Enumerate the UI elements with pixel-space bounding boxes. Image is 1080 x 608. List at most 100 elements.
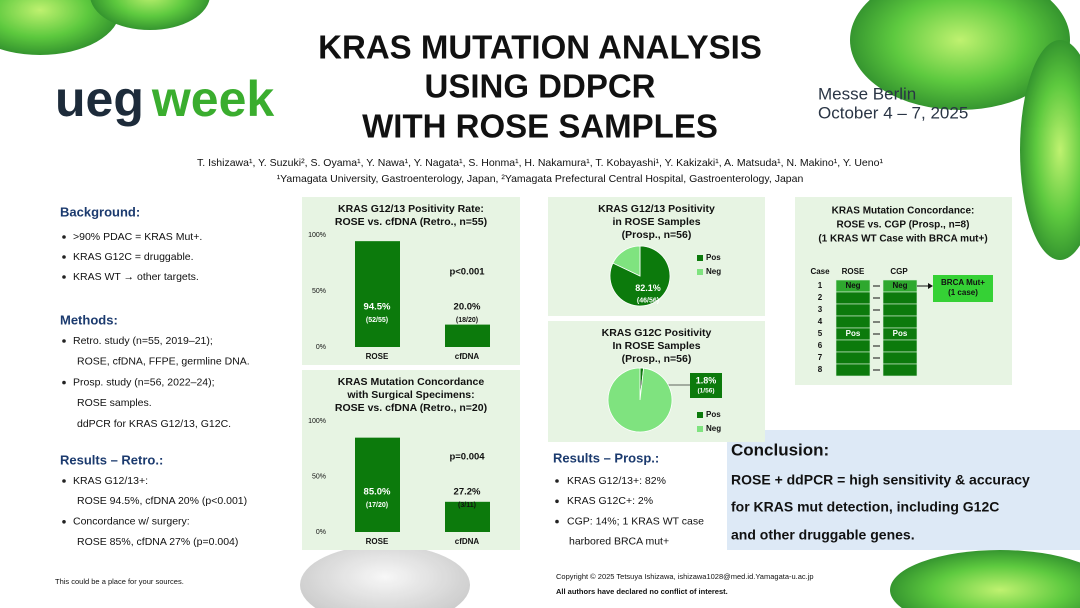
annotation: p=0.004 (449, 452, 485, 463)
title-line: WITH ROSE SAMPLES (362, 108, 718, 145)
callout-text: (1 case) (948, 288, 978, 297)
case-number: 4 (818, 317, 823, 326)
bullet-text: KRAS G12/13+: 82% (567, 475, 666, 487)
bullet-text: KRAS WT → other targets. (73, 271, 199, 283)
conclusion-line: and other druggable genes. (731, 527, 915, 543)
chart-title: KRAS G12/13 Positivity (598, 203, 715, 215)
bullet (62, 479, 66, 483)
value-label: 82.1% (635, 283, 661, 293)
bullet-text: CGP: 14%; 1 KRAS WT case (567, 515, 704, 527)
bullet-text: >90% PDAC = KRAS Mut+. (73, 231, 202, 243)
annotation: p<0.001 (449, 267, 485, 278)
x-tick-label: cfDNA (455, 537, 480, 546)
table-cell (882, 291, 918, 305)
section-heading: Methods: (60, 312, 118, 327)
section-heading: Results – Prosp.: (553, 450, 659, 465)
bullet-text: ROSE samples. (77, 397, 152, 409)
case-number: 5 (818, 329, 823, 338)
conclusion-box (727, 430, 1080, 550)
value-label: 94.5% (364, 302, 391, 313)
bullet-text: KRAS G12C+: 2% (567, 495, 653, 507)
cell-text: Pos (846, 329, 861, 338)
legend-swatch (697, 412, 703, 418)
bullet (555, 479, 559, 483)
table-cell (835, 303, 871, 317)
affiliations: ¹Yamagata University, Gastroenterology, … (277, 173, 804, 185)
coi: All authors have declared no conflict of… (556, 587, 728, 596)
bar (445, 501, 490, 532)
table-cell (835, 351, 871, 365)
legend-label: Neg (706, 267, 721, 276)
legend-label: Pos (706, 410, 721, 419)
case-number: 7 (818, 353, 823, 362)
table-header: ROSE (842, 267, 865, 276)
table-title: KRAS Mutation Concordance: (832, 206, 975, 217)
table-cell (882, 339, 918, 353)
callout-box (933, 275, 993, 302)
x-tick-label: cfDNA (455, 352, 480, 361)
value-sublabel: (46/56) (637, 298, 659, 305)
value-sublabel: (18/20) (456, 317, 478, 324)
table-cell (835, 363, 871, 377)
table-cell (882, 351, 918, 365)
value-sublabel: (17/20) (366, 502, 388, 509)
bullet-text: Concordance w/ surgery: (73, 516, 190, 528)
section-heading: Results – Retro.: (60, 452, 163, 467)
legend-swatch (697, 269, 703, 275)
cell-text: Pos (893, 329, 908, 338)
value-label: 27.2% (454, 487, 481, 498)
value-label: 1.8% (696, 375, 717, 385)
case-number: 1 (818, 281, 823, 290)
table-title: (1 KRAS WT Case with BRCA mut+) (818, 234, 987, 245)
case-number: 6 (818, 341, 823, 350)
x-tick-label: ROSE (366, 537, 389, 546)
callout-box (690, 373, 722, 398)
bullet-text: ROSE, cfDNA, FFPE, germline DNA. (77, 356, 250, 368)
value-sublabel: (3/11) (458, 502, 476, 509)
table-cell (882, 315, 918, 329)
y-tick-label: 0% (316, 529, 326, 536)
y-tick-label: 100% (308, 232, 326, 239)
bullet (62, 380, 66, 385)
chart-title: ROSE vs. cfDNA (Retro., n=20) (335, 402, 487, 414)
value-sublabel: (52/55) (366, 317, 388, 324)
table-cell (835, 291, 871, 305)
value-label: 85.0% (364, 487, 391, 498)
chart-title: In ROSE Samples (612, 340, 700, 352)
y-tick-label: 0% (316, 344, 326, 351)
legend-label: Neg (706, 424, 721, 433)
legend-swatch (697, 255, 703, 261)
title-line: KRAS MUTATION ANALYSIS (318, 29, 762, 66)
sources-note: This could be a place for your sources. (55, 577, 184, 586)
table-header: CGP (890, 267, 908, 276)
value-sublabel: (1/56) (698, 388, 715, 395)
legend-swatch (697, 426, 703, 432)
pie-slice (612, 245, 641, 277)
chart-title: KRAS G12C Positivity (602, 327, 712, 339)
bullet-text: KRAS G12C = druggable. (73, 251, 194, 263)
callout-line (640, 380, 690, 386)
cell-text: Neg (892, 281, 907, 290)
conclusion-line: ROSE + ddPCR = high sensitivity & accura… (731, 472, 1030, 488)
table-cell (835, 315, 871, 329)
logo: ueg week (55, 71, 274, 127)
table-cell (835, 339, 871, 353)
bar (355, 241, 400, 347)
bullet (62, 339, 66, 343)
case-number: 8 (818, 365, 823, 374)
y-tick-label: 100% (308, 418, 326, 425)
bullet-text: ROSE 85%, cfDNA 27% (p=0.004) (77, 536, 238, 548)
value-label: 20.0% (454, 302, 481, 313)
callout-text: BRCA Mut+ (941, 278, 985, 287)
bullet-text: Retro. study (n=55, 2019–21); (73, 335, 213, 347)
bullet (62, 520, 66, 524)
authors: T. Ishizawa¹, Y. Suzuki², S. Oyama¹, Y. … (197, 157, 883, 169)
chart-title: in ROSE Samples (612, 216, 700, 228)
bar (355, 437, 400, 532)
case-number: 2 (818, 293, 823, 302)
chart-title: ROSE vs. cfDNA (Retro., n=55) (335, 216, 487, 228)
venue: Messe Berlin (818, 84, 916, 103)
chart-title: (Prosp., n=56) (622, 229, 692, 241)
